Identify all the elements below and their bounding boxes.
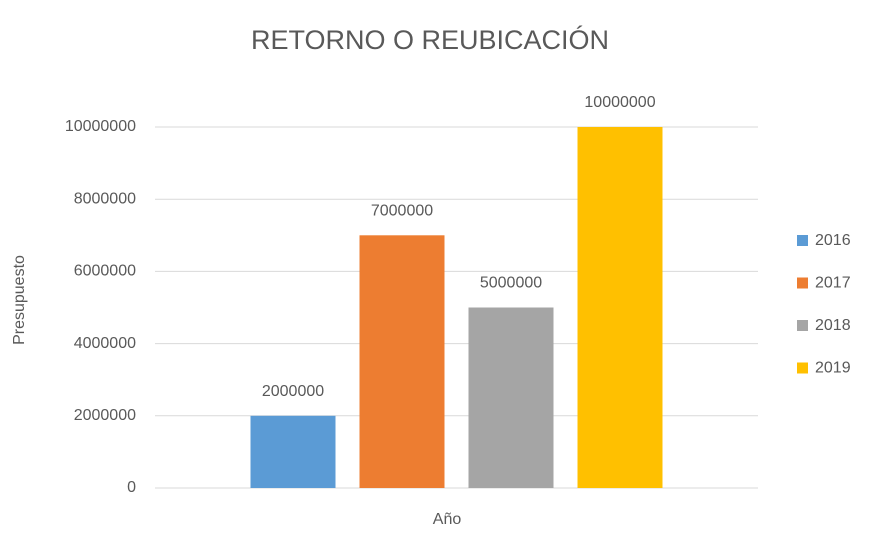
data-label: 10000000	[584, 94, 655, 111]
y-tick-label: 8000000	[74, 190, 136, 207]
y-tick-label: 0	[127, 479, 136, 496]
chart-title: RETORNO O REUBICACIÓN	[251, 24, 609, 55]
data-label: 7000000	[371, 203, 433, 220]
bar	[577, 127, 663, 488]
data-label: 5000000	[480, 275, 542, 292]
legend-swatch	[797, 235, 808, 246]
bar	[468, 307, 554, 488]
legend-label: 2018	[815, 317, 851, 334]
legend-label: 2017	[815, 275, 851, 292]
y-tick-label: 6000000	[74, 263, 136, 280]
legend-swatch	[797, 277, 808, 289]
legend-swatch	[797, 320, 808, 331]
x-axis-label: Año	[433, 511, 462, 528]
y-tick-label: 2000000	[74, 407, 136, 424]
legend-label: 2019	[815, 360, 851, 377]
bar	[250, 415, 336, 488]
y-tick-label: 4000000	[74, 335, 136, 352]
legend-label: 2016	[815, 232, 851, 249]
legend-swatch	[797, 362, 808, 374]
y-axis-label: Presupuesto	[11, 255, 28, 345]
bar	[359, 235, 445, 488]
y-tick-label: 10000000	[65, 118, 136, 135]
data-label: 2000000	[262, 383, 324, 400]
